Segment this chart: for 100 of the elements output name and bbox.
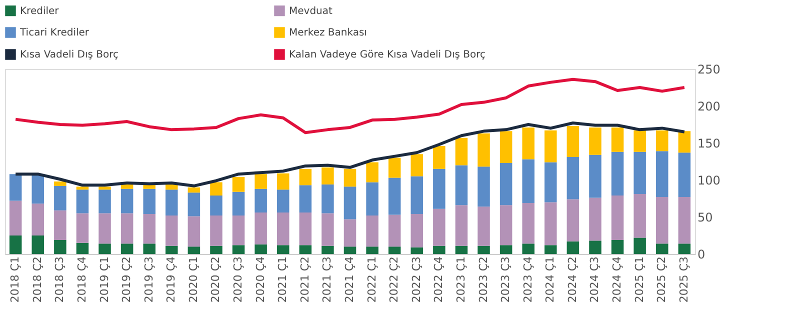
bar: [299, 185, 312, 213]
x-tick-label: 2020 Ç4: [254, 256, 267, 303]
bar: [544, 130, 557, 162]
bar: [455, 138, 468, 166]
x-tick-label: 2021 Ç4: [343, 256, 356, 303]
legend-label: Kısa Vadeli Dış Borç: [20, 50, 119, 60]
x-tick-label: 2023 Ç4: [521, 256, 534, 303]
bar: [611, 127, 624, 152]
bar: [455, 165, 468, 206]
bar: [589, 127, 602, 155]
bar: [32, 176, 44, 204]
bar: [656, 244, 668, 254]
bar: [232, 192, 245, 216]
bar: [410, 247, 424, 254]
bar: [344, 168, 356, 187]
bar: [188, 246, 200, 254]
bar: [433, 146, 446, 169]
bar: [299, 245, 312, 254]
bar: [522, 244, 534, 254]
y-tick-label: 100: [698, 174, 720, 188]
bar: [166, 246, 178, 254]
bar: [656, 197, 668, 244]
bar: [276, 190, 290, 213]
bar: [54, 210, 66, 240]
bar: [232, 177, 245, 192]
bar: [76, 186, 89, 190]
x-tick-label: 2018 Ç1: [8, 256, 22, 303]
bar: [566, 126, 580, 158]
bar: [322, 184, 334, 214]
bar: [344, 219, 356, 247]
bar: [566, 157, 580, 200]
bar: [120, 188, 134, 214]
bar: [522, 202, 534, 244]
bar: [634, 130, 646, 152]
bar: [76, 213, 89, 243]
x-tick-label: 2023 Ç3: [499, 256, 512, 303]
y-tick-label: 250: [698, 62, 720, 76]
bar: [166, 184, 178, 190]
x-tick-label: 2024 Ç4: [610, 256, 624, 303]
x-tick-label: 2023 Ç2: [476, 256, 490, 303]
bar: [566, 241, 580, 254]
legend-label: Mevduat: [289, 6, 333, 17]
bar: [254, 188, 267, 213]
x-tick-label: 2021 Ç2: [298, 256, 312, 303]
bar: [478, 166, 490, 207]
x-tick-label: 2019 Ç4: [164, 256, 178, 303]
bar: [166, 216, 178, 246]
y-tick-label: 50: [698, 210, 713, 224]
bar: [656, 130, 668, 152]
bar: [120, 184, 134, 189]
bar: [188, 187, 200, 193]
bar: [634, 152, 646, 194]
bar: [522, 159, 534, 203]
y-tick-label: 200: [698, 100, 720, 114]
x-tick-label: 2022 Ç1: [365, 256, 378, 303]
x-tick-label: 2023 Ç1: [454, 256, 468, 303]
bar: [120, 213, 134, 244]
x-tick-label: 2024 Ç2: [566, 256, 579, 303]
bar: [143, 244, 156, 254]
bar: [478, 246, 490, 254]
x-tick-label: 2025 Ç3: [677, 256, 690, 303]
bar: [322, 246, 334, 254]
bar: [500, 131, 512, 163]
bar: [388, 246, 401, 254]
x-tick-label: 2025 Ç1: [632, 256, 646, 303]
bar: [9, 174, 22, 201]
bar: [478, 206, 490, 246]
bar: [478, 133, 490, 167]
bar: [54, 186, 66, 210]
bar: [678, 152, 691, 198]
legend-label: Krediler: [20, 6, 60, 17]
bar: [388, 178, 401, 215]
x-tick-label: 2021 Ç3: [320, 256, 334, 303]
bar: [98, 186, 111, 190]
line-series: [14, 78, 686, 134]
bar: [500, 245, 512, 254]
bar: [544, 202, 557, 246]
bar: [678, 244, 691, 254]
bar: [232, 245, 245, 254]
bar: [344, 246, 356, 254]
x-tick-label: 2018 Ç2: [30, 256, 44, 303]
bar: [9, 236, 22, 254]
y-tick-label: 0: [698, 248, 706, 262]
x-tick-label: 2022 Ç4: [432, 256, 446, 303]
x-tick-label: 2022 Ç3: [410, 256, 423, 303]
x-tick-label: 2021 Ç1: [276, 256, 290, 303]
bar: [566, 199, 580, 242]
legend-label: Merkez Bankası: [289, 28, 367, 38]
x-tick-label: 2018 Ç4: [75, 256, 88, 303]
x-tick-label: 2019 Ç1: [98, 256, 111, 303]
bar: [366, 182, 378, 216]
bar: [433, 208, 446, 246]
bar: [32, 236, 44, 254]
bar: [388, 158, 401, 178]
x-tick-label: 2019 Ç2: [120, 256, 134, 303]
bar: [210, 196, 222, 216]
bar: [54, 181, 66, 186]
bar: [410, 176, 424, 214]
bar: [98, 213, 111, 244]
bar: [76, 242, 89, 254]
